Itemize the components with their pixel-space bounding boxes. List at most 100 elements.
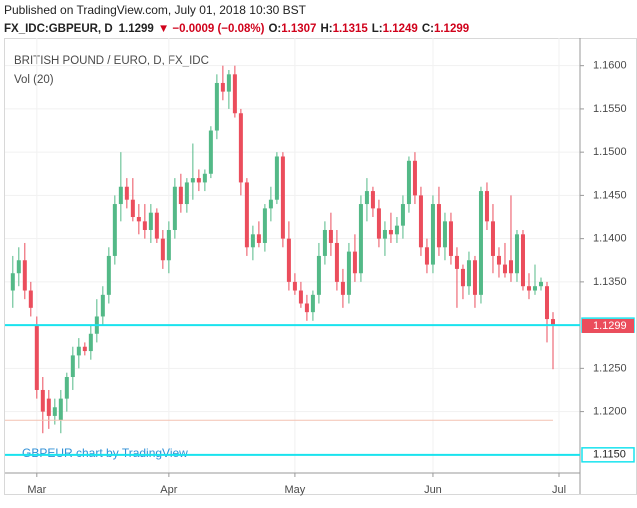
candle-body: [370, 191, 375, 209]
candle-body: [520, 234, 525, 287]
candle-body: [52, 407, 57, 416]
candle-body: [106, 255, 111, 295]
candle-body: [232, 74, 237, 114]
candle-body: [364, 191, 369, 205]
candle-body: [316, 255, 321, 295]
last-price-box: [582, 318, 634, 333]
candle-body: [334, 242, 339, 282]
candle-body: [226, 74, 231, 92]
candle-body: [286, 238, 291, 282]
ohlc-value: 1.1249: [383, 23, 418, 35]
x-tick-label: Apr: [160, 484, 177, 496]
candle-body: [142, 221, 147, 230]
last-price: 1.1299: [119, 23, 154, 35]
ohlc-key: L:: [372, 23, 383, 35]
x-tick-label: Jul: [552, 484, 566, 496]
candle-body: [328, 229, 333, 243]
candle-body: [430, 204, 435, 265]
candle-body: [64, 377, 69, 399]
candle-body: [160, 238, 165, 261]
volume-label: Vol (20): [14, 74, 54, 86]
line-label-box: [581, 447, 635, 463]
candle-body: [532, 286, 537, 291]
candle-body: [118, 186, 123, 205]
candle-body: [436, 204, 441, 248]
candle-body: [202, 173, 207, 183]
candle-body: [472, 260, 477, 295]
ohlc-value: 1.1307: [281, 23, 316, 35]
candle-body: [406, 160, 411, 205]
candle-body: [394, 225, 399, 235]
y-tick-label: 1.1550: [593, 103, 627, 115]
candle-body: [10, 273, 15, 291]
candle-body: [526, 286, 531, 291]
candle-body: [304, 303, 309, 313]
symbol: FX_IDC:GBPEUR, D: [4, 23, 113, 35]
candle-body: [508, 260, 513, 274]
candle-body: [466, 260, 471, 287]
x-tick-label: May: [285, 484, 306, 496]
candle-body: [550, 319, 555, 326]
candle-body: [130, 199, 135, 218]
candle-body: [178, 186, 183, 205]
candle-body: [148, 212, 153, 230]
candle-body: [220, 82, 225, 92]
chart-title: BRITISH POUND / EURO, D, FX_IDC: [14, 55, 209, 67]
x-tick-label: Jun: [424, 484, 442, 496]
candle-body: [310, 294, 315, 313]
candle-body: [58, 398, 63, 421]
x-tick-label: Mar: [27, 484, 46, 496]
candle-body: [280, 156, 285, 239]
candle-body: [112, 204, 117, 256]
last-price-label: 1.1299: [593, 320, 627, 332]
candle-body: [184, 182, 189, 205]
line-label: 1.1150: [593, 449, 626, 461]
y-tick-label: 1.1400: [593, 233, 627, 245]
ohlc-value: 1.1299: [434, 23, 469, 35]
candle-body: [166, 229, 171, 261]
ohlc-key: C:: [422, 23, 434, 35]
candle-body: [196, 178, 201, 183]
candle-body: [496, 255, 501, 265]
ohlc-key: O:: [268, 23, 281, 35]
candle-body: [538, 281, 543, 287]
published: Published on TradingView.com, July 01, 2…: [4, 3, 307, 17]
candle-body: [34, 325, 39, 390]
candle-body: [454, 255, 459, 269]
candle-body: [250, 234, 255, 248]
candle-body: [244, 182, 249, 248]
candle-body: [298, 290, 303, 304]
candle-body: [28, 290, 33, 308]
change: ▼ −0.0009 (−0.08%): [158, 23, 265, 35]
candle-body: [124, 186, 129, 200]
candle-body: [448, 221, 453, 256]
candle-body: [70, 355, 75, 378]
candle-body: [82, 346, 87, 352]
candle-body: [136, 217, 141, 222]
y-tick-label: 1.1450: [593, 189, 627, 201]
candle-body: [376, 208, 381, 239]
y-tick-label: 1.1500: [593, 146, 627, 158]
candle-body: [100, 294, 105, 317]
candle-body: [484, 191, 489, 222]
candle-body: [490, 221, 495, 256]
candle-body: [154, 212, 159, 239]
y-tick-label: 1.1250: [593, 362, 627, 374]
candle-body: [382, 229, 387, 239]
candle-body: [340, 281, 345, 295]
candle-body: [346, 251, 351, 295]
candle-body: [172, 186, 177, 230]
watermark: GBPEUR chart by TradingView: [22, 446, 188, 460]
candle-body: [208, 130, 213, 174]
candle-body: [388, 229, 393, 235]
symbol-line: FX_IDC:GBPEUR, D 1.1299 ▼ −0.0009 (−0.08%)…: [4, 23, 469, 35]
ohlc-key: H:: [320, 23, 332, 35]
candle-body: [256, 234, 261, 243]
candle-body: [544, 286, 549, 320]
candle-body: [358, 204, 363, 274]
candle-body: [190, 178, 195, 183]
candle-body: [400, 204, 405, 226]
candle-body: [292, 281, 297, 291]
y-tick-label: 1.1600: [593, 60, 627, 72]
